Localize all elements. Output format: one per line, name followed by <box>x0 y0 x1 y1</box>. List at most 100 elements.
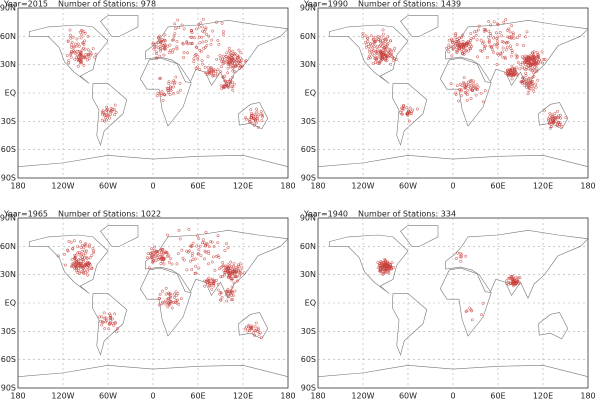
station-dot <box>82 246 86 249</box>
station-dot <box>213 268 217 272</box>
station-dot <box>100 118 104 122</box>
station-dot <box>516 280 520 284</box>
station-dot <box>459 42 463 46</box>
station-dot <box>168 43 172 47</box>
station-dot <box>370 52 374 56</box>
station-dot <box>79 240 82 244</box>
station-dot <box>227 46 231 50</box>
station-dot <box>384 56 388 59</box>
station-dot <box>527 67 531 71</box>
station-dot <box>190 268 194 271</box>
station-dot <box>376 261 380 265</box>
station-dot <box>102 111 106 115</box>
lat-label: 60S <box>1 145 16 154</box>
station-dot <box>73 50 77 54</box>
station-dot <box>481 100 485 104</box>
station-dot <box>89 53 93 57</box>
station-dot <box>69 55 73 59</box>
station-dot <box>200 59 204 63</box>
station-dot <box>154 42 158 46</box>
station-dot <box>227 62 231 66</box>
station-dot <box>196 252 200 256</box>
station-dot <box>175 47 179 51</box>
station-dot <box>113 108 116 112</box>
station-dot <box>506 35 510 39</box>
station-dot <box>197 248 201 252</box>
lon-label: 0 <box>150 182 155 191</box>
lat-label: 60N <box>300 32 316 41</box>
station-dot <box>158 303 162 307</box>
station-dot <box>375 47 379 51</box>
station-dot <box>460 84 464 88</box>
station-dot <box>196 252 200 256</box>
station-dot <box>374 50 378 54</box>
station-dot <box>527 77 531 81</box>
station-dot <box>217 267 221 271</box>
lon-label: 120W <box>51 182 74 191</box>
lat-label: 30N <box>0 270 16 279</box>
station-dot <box>247 118 251 122</box>
coastline <box>328 24 409 84</box>
station-dot <box>226 246 230 250</box>
station-dot <box>492 50 495 54</box>
coastline <box>145 19 289 90</box>
station-dot <box>259 336 263 340</box>
station-dot <box>496 42 500 46</box>
station-dot <box>195 46 199 50</box>
station-dot <box>226 270 230 274</box>
station-dot <box>89 52 93 56</box>
station-dot <box>385 38 389 42</box>
station-dot <box>207 72 211 76</box>
station-dot <box>380 55 384 58</box>
lon-label: 120W <box>351 182 374 191</box>
station-dot <box>221 60 225 64</box>
station-dot <box>464 254 468 258</box>
station-dot <box>380 41 384 45</box>
station-dot <box>537 58 541 62</box>
station-dot <box>78 271 82 275</box>
station-dot <box>175 298 179 302</box>
station-dot <box>103 316 107 320</box>
station-dot <box>504 41 508 45</box>
station-dot <box>182 258 186 262</box>
panel-stations: Number of Stations: 1439 <box>358 0 461 9</box>
station-dot <box>457 99 461 103</box>
station-dot <box>487 20 491 23</box>
station-dot <box>236 270 240 274</box>
station-dot <box>81 258 85 262</box>
station-dot <box>488 44 492 48</box>
station-dot <box>209 66 213 70</box>
station-dot <box>260 113 264 117</box>
lat-label: 60S <box>301 145 316 154</box>
station-dot <box>72 45 76 49</box>
station-dot <box>500 40 504 43</box>
station-dot <box>511 31 515 35</box>
station-dot <box>505 279 508 283</box>
station-dot <box>165 251 169 255</box>
station-dot <box>171 38 174 42</box>
station-dot <box>253 325 257 329</box>
station-dot <box>207 69 211 73</box>
station-dot <box>389 62 393 66</box>
station-dot <box>236 54 240 58</box>
station-dot <box>459 88 463 92</box>
station-dot <box>244 117 248 121</box>
station-dot <box>159 47 163 51</box>
station-dot <box>180 248 184 252</box>
station-dot <box>156 257 160 261</box>
station-dot <box>220 87 224 90</box>
station-dot <box>465 44 469 48</box>
station-dot <box>503 57 507 60</box>
station-dot <box>528 61 532 65</box>
station-dot <box>225 81 229 85</box>
station-dot <box>393 46 397 50</box>
station-dot <box>156 254 160 258</box>
station-dot <box>491 48 495 52</box>
station-dot <box>411 108 415 112</box>
station-dot <box>374 39 378 43</box>
station-dot <box>197 25 201 29</box>
station-dot <box>160 255 164 259</box>
station-dot <box>209 72 213 76</box>
station-dot <box>169 89 173 92</box>
